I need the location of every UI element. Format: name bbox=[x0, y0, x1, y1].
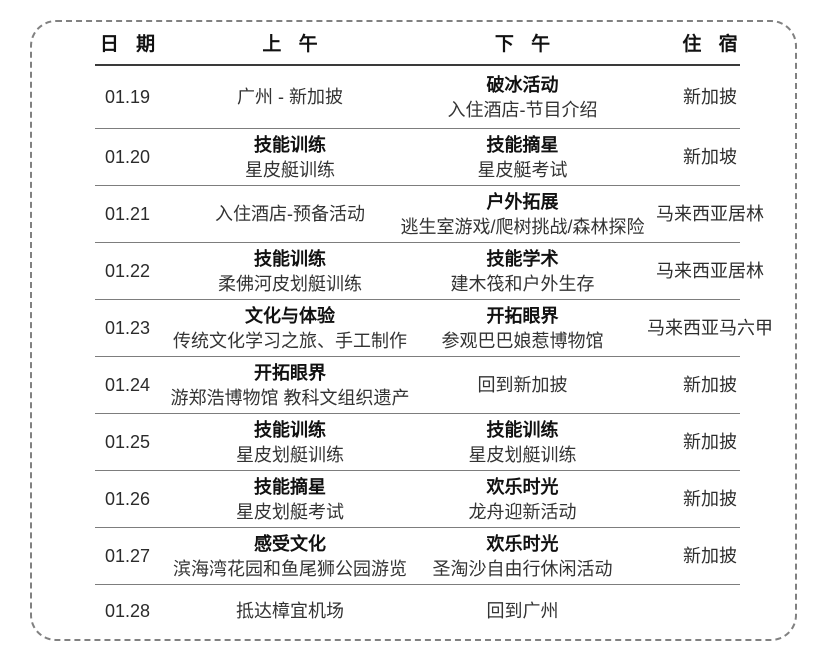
date-cell: 01.23 bbox=[104, 318, 151, 338]
afternoon-cell: 回到新加披 bbox=[420, 357, 625, 414]
stay-cell: 新加披 bbox=[683, 489, 737, 509]
morning-title: 文化与体验 bbox=[245, 305, 335, 326]
afternoon-title: 技能摘星 bbox=[486, 134, 559, 155]
table-row: 01.25 技能训练 星皮划艇训练 技能训练 星皮划艇训练 新加披 bbox=[95, 414, 795, 471]
afternoon-cell: 欢乐时光 圣淘沙自由行休闲活动 bbox=[420, 528, 625, 585]
stay-cell: 马来西亚马六甲 bbox=[647, 318, 773, 338]
afternoon-cell: 破冰活动 入住酒店-节目介绍 bbox=[420, 66, 625, 129]
afternoon-cell: 户外拓展 逃生室游戏/爬树挑战/森林探险 bbox=[401, 186, 645, 243]
stay-cell: 新加披 bbox=[683, 546, 737, 566]
afternoon-title: 户外拓展 bbox=[486, 191, 559, 212]
morning-cell: 感受文化 滨海湾花园和鱼尾狮公园游览 bbox=[160, 528, 420, 585]
morning-subtitle: 入住酒店-预备活动 bbox=[215, 204, 365, 224]
afternoon-cell: 欢乐时光 龙舟迎新活动 bbox=[420, 471, 625, 528]
afternoon-title: 技能训练 bbox=[486, 419, 559, 440]
stay-cell: 新加坡 bbox=[683, 147, 737, 167]
table-row: 01.26 技能摘星 星皮划艇考试 欢乐时光 龙舟迎新活动 新加披 bbox=[95, 471, 795, 528]
date-cell: 01.19 bbox=[104, 87, 151, 107]
morning-cell: 技能摘星 星皮划艇考试 bbox=[160, 471, 420, 528]
afternoon-cell: 回到广州 bbox=[420, 585, 625, 637]
afternoon-cell: 开拓眼界 参观巴巴娘惹博物馆 bbox=[420, 300, 625, 357]
morning-subtitle: 星皮划艇训练 bbox=[236, 444, 344, 465]
morning-cell: 技能训练 柔佛河皮划艇训练 bbox=[160, 243, 420, 300]
morning-cell: 文化与体验 传统文化学习之旅、手工制作 bbox=[160, 300, 420, 357]
morning-cell: 抵达樟宜机场 bbox=[160, 585, 420, 637]
table-row: 01.19 广州 - 新加披 破冰活动 入住酒店-节目介绍 新加披 bbox=[95, 66, 795, 129]
date-cell: 01.22 bbox=[104, 261, 151, 281]
header-afternoon: 下 午 bbox=[494, 33, 551, 55]
morning-subtitle: 广州 - 新加披 bbox=[237, 87, 343, 107]
afternoon-title: 技能学术 bbox=[486, 248, 559, 269]
stay-cell bbox=[625, 585, 795, 637]
morning-title: 技能摘星 bbox=[254, 476, 326, 497]
morning-title: 技能训练 bbox=[254, 419, 326, 440]
table-row: 01.23 文化与体验 传统文化学习之旅、手工制作 开拓眼界 参观巴巴娘惹博物馆… bbox=[95, 300, 795, 357]
date-cell: 01.26 bbox=[104, 489, 151, 509]
table-row: 01.21 入住酒店-预备活动 户外拓展 逃生室游戏/爬树挑战/森林探险 马来西… bbox=[95, 186, 795, 243]
stay-cell: 新加披 bbox=[683, 87, 737, 107]
afternoon-cell: 技能训练 星皮划艇训练 bbox=[420, 414, 625, 471]
date-cell: 01.27 bbox=[104, 546, 151, 566]
afternoon-subtitle: 逃生室游戏/爬树挑战/森林探险 bbox=[400, 216, 645, 237]
morning-title: 技能训练 bbox=[254, 134, 326, 155]
morning-cell: 开拓眼界 游郑浩博物馆 教科文组织遗产 bbox=[160, 357, 420, 414]
header-morning: 上 午 bbox=[262, 33, 318, 55]
itinerary-frame: 日 期 上 午 下 午 住 宿 01.19 广州 - 新加披 破冰活动 入住酒店… bbox=[30, 20, 797, 641]
morning-subtitle: 星皮艇训练 bbox=[245, 159, 335, 180]
morning-subtitle: 游郑浩博物馆 教科文组织遗产 bbox=[170, 387, 410, 408]
morning-subtitle: 传统文化学习之旅、手工制作 bbox=[173, 330, 407, 351]
afternoon-subtitle: 星皮划艇训练 bbox=[468, 444, 577, 465]
table-row: 01.20 技能训练 星皮艇训练 技能摘星 星皮艇考试 新加坡 bbox=[95, 129, 795, 186]
date-cell: 01.20 bbox=[104, 147, 151, 167]
table-row: 01.22 技能训练 柔佛河皮划艇训练 技能学术 建木筏和户外生存 马来西亚居林 bbox=[95, 243, 795, 300]
afternoon-subtitle: 圣淘沙自由行休闲活动 bbox=[432, 558, 613, 579]
afternoon-subtitle: 建木筏和户外生存 bbox=[450, 273, 595, 294]
morning-cell: 入住酒店-预备活动 bbox=[160, 186, 420, 243]
morning-cell: 技能训练 星皮艇训练 bbox=[160, 129, 420, 186]
header-stay: 住 宿 bbox=[682, 33, 738, 55]
morning-subtitle: 滨海湾花园和鱼尾狮公园游览 bbox=[173, 558, 407, 579]
afternoon-subtitle: 回到广州 bbox=[486, 600, 559, 621]
stay-cell: 新加披 bbox=[683, 375, 737, 395]
stay-cell: 新加披 bbox=[683, 432, 737, 452]
stay-cell: 马来西亚居林 bbox=[656, 204, 764, 224]
table-header: 日 期 上 午 下 午 住 宿 bbox=[95, 22, 795, 66]
table-body: 01.19 广州 - 新加披 破冰活动 入住酒店-节目介绍 新加披 01.20 … bbox=[95, 66, 795, 637]
afternoon-cell: 技能摘星 星皮艇考试 bbox=[420, 129, 625, 186]
afternoon-cell: 技能学术 建木筏和户外生存 bbox=[420, 243, 625, 300]
date-cell: 01.25 bbox=[104, 432, 151, 452]
itinerary-table: 日 期 上 午 下 午 住 宿 01.19 广州 - 新加披 破冰活动 入住酒店… bbox=[95, 22, 795, 637]
morning-subtitle: 柔佛河皮划艇训练 bbox=[218, 273, 362, 294]
afternoon-title: 欢乐时光 bbox=[486, 476, 559, 497]
afternoon-subtitle: 龙舟迎新活动 bbox=[468, 501, 577, 522]
table-row: 01.27 感受文化 滨海湾花园和鱼尾狮公园游览 欢乐时光 圣淘沙自由行休闲活动… bbox=[95, 528, 795, 585]
table-row: 01.24 开拓眼界 游郑浩博物馆 教科文组织遗产 回到新加披 新加披 bbox=[95, 357, 795, 414]
afternoon-subtitle: 星皮艇考试 bbox=[477, 159, 568, 180]
afternoon-subtitle: 参观巴巴娘惹博物馆 bbox=[441, 330, 604, 351]
morning-title: 技能训练 bbox=[254, 248, 326, 269]
afternoon-subtitle: 入住酒店-节目介绍 bbox=[447, 99, 598, 120]
date-cell: 01.24 bbox=[104, 375, 151, 395]
morning-cell: 技能训练 星皮划艇训练 bbox=[160, 414, 420, 471]
date-cell: 01.28 bbox=[104, 600, 151, 621]
morning-title: 感受文化 bbox=[254, 533, 326, 554]
table-row: 01.28 抵达樟宜机场 回到广州 bbox=[95, 585, 795, 637]
morning-subtitle: 抵达樟宜机场 bbox=[236, 600, 344, 621]
afternoon-subtitle: 回到新加披 bbox=[477, 375, 568, 395]
stay-cell: 马来西亚居林 bbox=[656, 261, 764, 281]
morning-cell: 广州 - 新加披 bbox=[160, 66, 420, 129]
header-date: 日 期 bbox=[99, 33, 156, 55]
morning-subtitle: 星皮划艇考试 bbox=[236, 501, 344, 522]
morning-title: 开拓眼界 bbox=[254, 362, 326, 383]
date-cell: 01.21 bbox=[104, 204, 151, 224]
afternoon-title: 欢乐时光 bbox=[486, 533, 559, 554]
afternoon-title: 破冰活动 bbox=[486, 74, 559, 95]
afternoon-title: 开拓眼界 bbox=[486, 305, 559, 326]
